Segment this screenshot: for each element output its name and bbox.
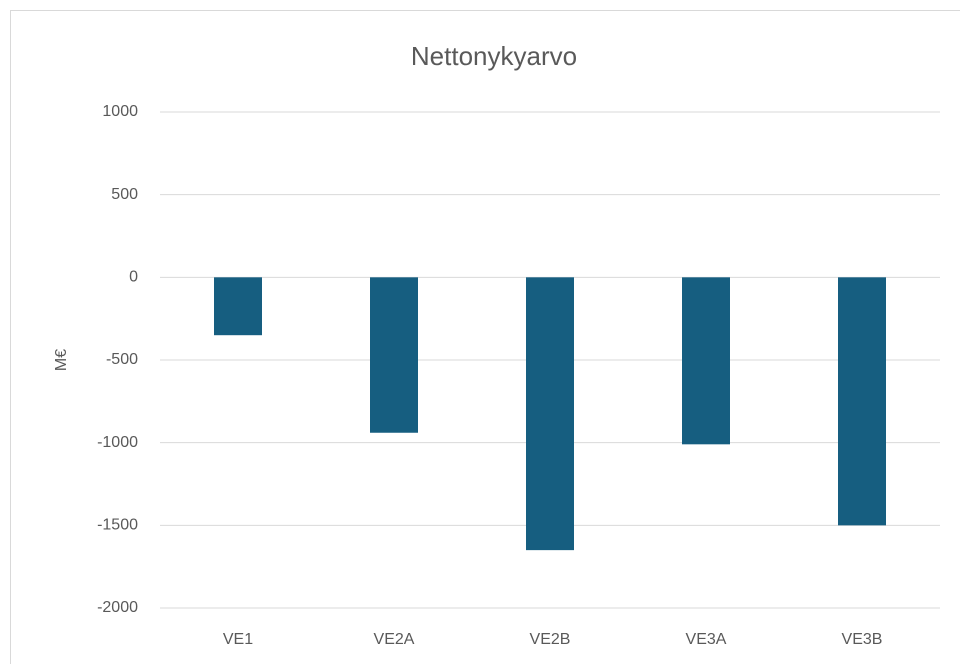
x-tick-label: VE2A [374, 631, 415, 648]
y-tick-label: -1500 [97, 517, 138, 534]
bar [838, 277, 886, 526]
bar [682, 277, 730, 445]
y-tick-label: -500 [106, 351, 138, 368]
x-tick-label: VE2B [530, 631, 571, 648]
y-tick-label: -1000 [97, 434, 138, 451]
chart-frame [10, 10, 960, 664]
x-tick-label: VE3A [686, 631, 727, 648]
x-tick-label: VE1 [223, 631, 253, 648]
chart-title: Nettonykyarvo [411, 41, 577, 71]
bar [526, 277, 574, 551]
y-tick-label: 500 [111, 186, 138, 203]
y-axis-label: M€ [53, 349, 70, 371]
x-tick-label: VE3B [842, 631, 883, 648]
y-tick-label: 1000 [102, 103, 138, 120]
y-tick-label: -2000 [97, 599, 138, 616]
y-tick-label: 0 [129, 269, 138, 286]
bar [214, 277, 262, 336]
bar [370, 277, 418, 433]
